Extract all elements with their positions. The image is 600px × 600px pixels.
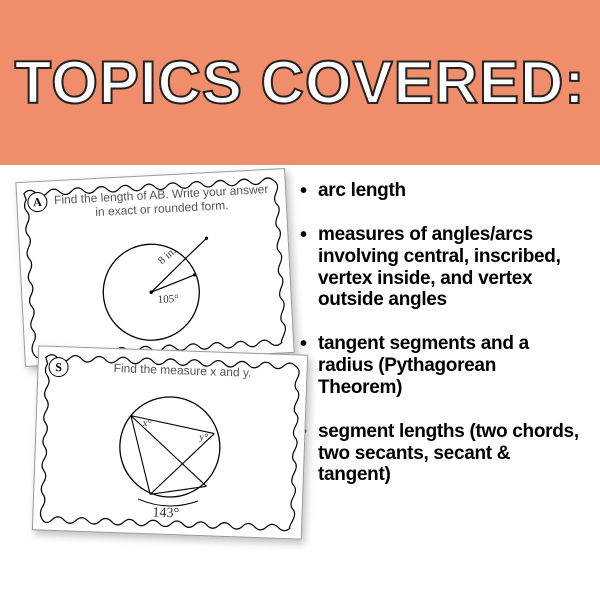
header-band: TOPICS COVERED: [0, 0, 600, 165]
circle-figure-s: x° y° 143° [87, 374, 252, 524]
bullet-item: segment lengths (two chords, two secants… [300, 421, 580, 487]
circle-figure-a: 8 in. 105° [77, 213, 234, 351]
page-title: TOPICS COVERED: [15, 54, 586, 111]
angle-label: 105° [157, 293, 179, 306]
y-label: y° [199, 432, 208, 443]
card-stack: A Find the length of AB. Write your answ… [10, 175, 310, 595]
task-card-a: A Find the length of AB. Write your answ… [15, 168, 294, 367]
bullet-list: arc length measures of angles/arcs invol… [300, 180, 580, 508]
content-area: arc length measures of angles/arcs invol… [0, 165, 600, 600]
card-label-s: S [48, 357, 69, 378]
radius-label: 8 in. [156, 245, 179, 267]
x-label: x° [142, 418, 151, 429]
bullet-item: arc length [300, 180, 580, 202]
bullet-item: tangent segments and a radius (Pythagore… [300, 333, 580, 399]
bullet-item: measures of angles/arcs involving centra… [300, 224, 580, 311]
arc-label: 143° [152, 505, 179, 521]
task-card-s: S Find the measure x and y. x° y° 143° [32, 345, 308, 539]
card-label-a: A [27, 192, 48, 213]
